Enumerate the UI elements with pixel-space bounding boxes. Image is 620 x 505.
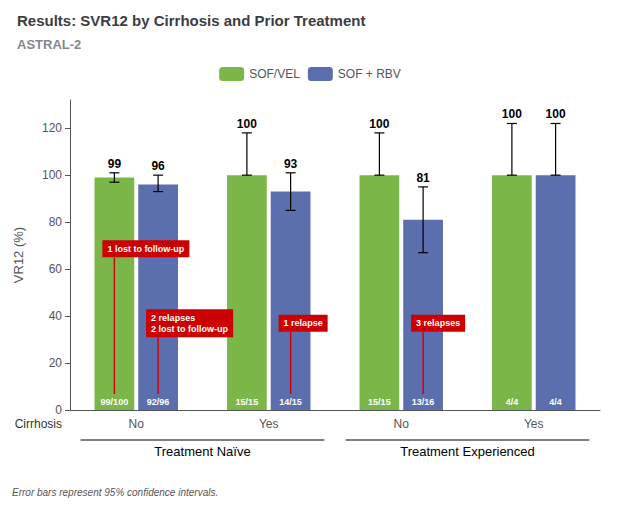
- svg-text:92/96: 92/96: [147, 397, 170, 407]
- svg-text:100: 100: [42, 168, 62, 182]
- svg-text:1 relapse: 1 relapse: [284, 318, 323, 328]
- svg-text:Yes: Yes: [524, 417, 544, 431]
- svg-text:100: 100: [546, 107, 566, 121]
- svg-text:100: 100: [369, 117, 389, 131]
- svg-text:120: 120: [42, 121, 62, 135]
- svg-text:Cirrhosis: Cirrhosis: [15, 417, 62, 431]
- svg-text:2 relapses: 2 relapses: [151, 313, 195, 323]
- svg-text:15/15: 15/15: [368, 397, 391, 407]
- svg-text:15/15: 15/15: [236, 397, 259, 407]
- svg-text:81: 81: [416, 171, 430, 185]
- svg-text:Treatment Experienced: Treatment Experienced: [400, 444, 535, 459]
- svg-text:SOF + RBV: SOF + RBV: [338, 67, 401, 81]
- svg-text:99/100: 99/100: [101, 397, 129, 407]
- svg-text:ASTRAL-2: ASTRAL-2: [17, 37, 81, 52]
- svg-text:Yes: Yes: [259, 417, 279, 431]
- svg-text:Error bars represent 95% confi: Error bars represent 95% confidence inte…: [12, 487, 218, 498]
- svg-text:SOF/VEL: SOF/VEL: [249, 67, 300, 81]
- svg-text:Results: SVR12 by Cirrhosis an: Results: SVR12 by Cirrhosis and Prior Tr…: [17, 12, 365, 29]
- svg-text:4/4: 4/4: [549, 397, 562, 407]
- svg-text:100: 100: [502, 107, 522, 121]
- svg-text:No: No: [129, 417, 145, 431]
- svg-text:60: 60: [49, 262, 63, 276]
- svg-text:14/15: 14/15: [279, 397, 302, 407]
- svg-text:3 relapses: 3 relapses: [416, 318, 460, 328]
- svg-text:20: 20: [49, 356, 63, 370]
- svg-text:40: 40: [49, 309, 63, 323]
- svg-text:0: 0: [55, 403, 62, 417]
- svg-text:13/16: 13/16: [412, 397, 435, 407]
- svg-text:Treatment Naïve: Treatment Naïve: [154, 444, 250, 459]
- svg-text:100: 100: [237, 117, 257, 131]
- svg-text:No: No: [394, 417, 410, 431]
- svg-text:93: 93: [284, 157, 298, 171]
- svg-text:80: 80: [49, 215, 63, 229]
- svg-text:1 lost to follow-up: 1 lost to follow-up: [107, 244, 184, 254]
- svg-text:4/4: 4/4: [506, 397, 519, 407]
- svg-text:2 lost to follow-up: 2 lost to follow-up: [151, 324, 228, 334]
- svg-text:99: 99: [108, 157, 122, 171]
- svg-text:VR12 (%): VR12 (%): [11, 227, 26, 283]
- svg-text:96: 96: [151, 159, 165, 173]
